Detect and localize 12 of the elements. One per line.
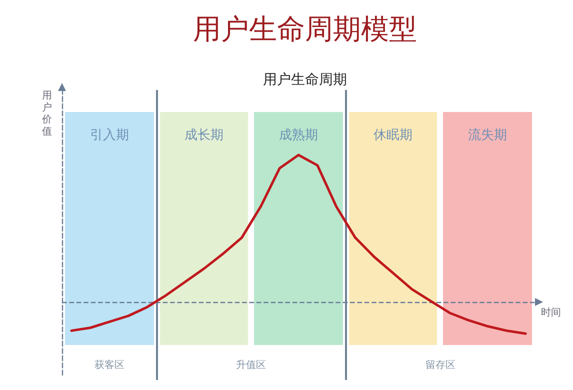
- text: 升值区: [235, 358, 268, 372]
- text: 留存区: [424, 359, 456, 372]
- text: 引入期: [88, 127, 130, 144]
- text: 成长期: [183, 127, 224, 144]
- x-axis-title: 时间: [541, 306, 561, 318]
- chart-subtitle: 用户生命周期: [263, 72, 347, 88]
- text: 休眠期: [372, 127, 414, 144]
- y-axis-title: 用户价值: [41, 90, 52, 138]
- text: 获客区: [93, 358, 126, 372]
- text: 流失期: [467, 127, 508, 144]
- text: 成熟期: [278, 127, 319, 144]
- chart-title: 用户生命周期模型: [193, 12, 417, 46]
